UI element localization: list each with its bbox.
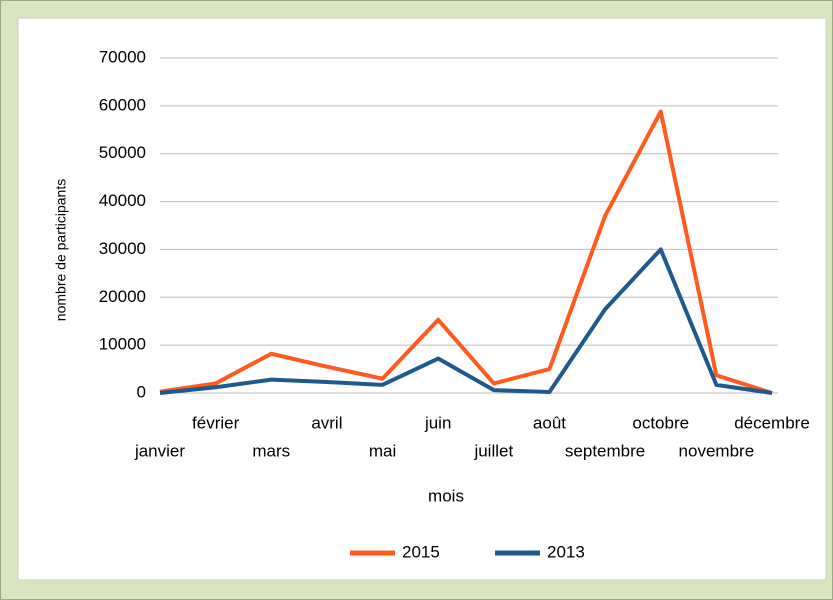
x-tick-label: mai xyxy=(369,441,396,460)
x-tick-label: mars xyxy=(252,441,290,460)
x-axis-label: mois xyxy=(428,486,464,505)
x-tick-label: février xyxy=(192,413,240,432)
x-tick-label: octobre xyxy=(632,413,689,432)
series-line xyxy=(159,247,773,395)
y-tick-label: 70000 xyxy=(99,47,146,66)
y-tick-label: 20000 xyxy=(99,287,146,306)
y-tick-label: 40000 xyxy=(99,191,146,210)
x-tick-label: novembre xyxy=(679,441,755,460)
x-tick-label: août xyxy=(533,413,566,432)
y-tick-label: 50000 xyxy=(99,143,146,162)
series-line xyxy=(159,109,773,395)
x-tick-label: janvier xyxy=(134,441,185,460)
y-tick-label: 10000 xyxy=(99,335,146,354)
legend-label: 2015 xyxy=(402,542,440,561)
x-tick-label: décembre xyxy=(734,413,810,432)
y-tick-label: 30000 xyxy=(99,239,146,258)
y-axis-label: nombre de participants xyxy=(53,179,69,321)
legend-label: 2013 xyxy=(547,542,585,561)
y-tick-label: 60000 xyxy=(99,95,146,114)
x-tick-label: septembre xyxy=(565,441,645,460)
panel xyxy=(17,17,827,581)
x-tick-label: avril xyxy=(311,413,342,432)
x-tick-label: juin xyxy=(424,413,451,432)
x-tick-label: juillet xyxy=(473,441,513,460)
y-tick-label: 0 xyxy=(137,382,146,401)
